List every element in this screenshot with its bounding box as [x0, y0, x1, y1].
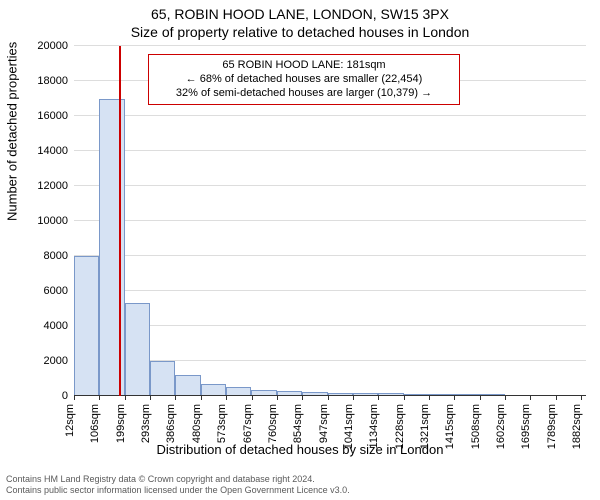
x-tick-label: 386sqm — [165, 404, 177, 443]
annotation-line3: 32% of semi-detached houses are larger (… — [157, 87, 451, 101]
gridline — [74, 185, 586, 186]
footer-line1: Contains HM Land Registry data © Crown c… — [6, 474, 350, 485]
y-tick-label: 2000 — [0, 355, 68, 367]
gridline — [74, 150, 586, 151]
annotation-line2: ← 68% of detached houses are smaller (22… — [157, 73, 451, 87]
x-tick — [556, 396, 557, 400]
gridline — [74, 325, 586, 326]
x-tick — [404, 396, 405, 400]
x-tick — [125, 396, 126, 400]
x-tick-label: 199sqm — [115, 404, 127, 443]
x-tick-label: 760sqm — [267, 404, 279, 443]
histogram-bar — [74, 256, 99, 396]
x-tick-label: 106sqm — [89, 404, 101, 443]
plot-area: 65 ROBIN HOOD LANE: 181sqm← 68% of detac… — [74, 46, 586, 396]
x-tick — [530, 396, 531, 400]
x-tick-label: 667sqm — [242, 404, 254, 443]
x-tick-label: 12sqm — [64, 404, 76, 437]
histogram-bar — [99, 99, 124, 397]
x-tick — [150, 396, 151, 400]
y-tick-label: 18000 — [0, 75, 68, 87]
x-tick — [201, 396, 202, 400]
x-tick — [277, 396, 278, 400]
x-tick-label: 947sqm — [318, 404, 330, 443]
x-tick — [74, 396, 75, 400]
x-tick — [226, 396, 227, 400]
x-tick — [505, 396, 506, 400]
y-tick-label: 4000 — [0, 320, 68, 332]
gridline — [74, 290, 586, 291]
y-tick-label: 8000 — [0, 250, 68, 262]
x-tick — [252, 396, 253, 400]
y-tick-label: 20000 — [0, 40, 68, 52]
y-tick-label: 16000 — [0, 110, 68, 122]
x-tick — [480, 396, 481, 400]
x-tick — [175, 396, 176, 400]
gridline — [74, 255, 586, 256]
y-tick-label: 0 — [0, 390, 68, 402]
x-tick — [454, 396, 455, 400]
y-tick-label: 12000 — [0, 180, 68, 192]
histogram-bar — [125, 303, 150, 396]
annotation-box: 65 ROBIN HOOD LANE: 181sqm← 68% of detac… — [148, 54, 460, 105]
x-tick — [328, 396, 329, 400]
gridline — [74, 220, 586, 221]
x-tick — [353, 396, 354, 400]
x-tick — [581, 396, 582, 400]
gridline — [74, 45, 586, 46]
annotation-line1: 65 ROBIN HOOD LANE: 181sqm — [157, 59, 451, 73]
histogram-bar — [175, 375, 200, 396]
y-tick-label: 10000 — [0, 215, 68, 227]
histogram-bar — [150, 361, 175, 396]
gridline — [74, 115, 586, 116]
x-tick-label: 293sqm — [140, 404, 152, 443]
x-tick — [99, 396, 100, 400]
x-tick — [378, 396, 379, 400]
footer-line2: Contains public sector information licen… — [6, 485, 350, 496]
chart-container: 65, ROBIN HOOD LANE, LONDON, SW15 3PX Si… — [0, 0, 600, 500]
y-tick-label: 14000 — [0, 145, 68, 157]
x-tick — [429, 396, 430, 400]
x-tick-label: 480sqm — [191, 404, 203, 443]
y-tick-label: 6000 — [0, 285, 68, 297]
chart-title-line1: 65, ROBIN HOOD LANE, LONDON, SW15 3PX — [0, 6, 600, 22]
x-tick-label: 573sqm — [216, 404, 228, 443]
marker-line — [119, 46, 121, 396]
chart-title-line2: Size of property relative to detached ho… — [0, 24, 600, 40]
x-axis-label: Distribution of detached houses by size … — [0, 442, 600, 457]
footer-attribution: Contains HM Land Registry data © Crown c… — [6, 474, 350, 496]
y-axis-label: Number of detached properties — [5, 42, 20, 221]
x-tick — [302, 396, 303, 400]
x-tick-label: 854sqm — [292, 404, 304, 443]
